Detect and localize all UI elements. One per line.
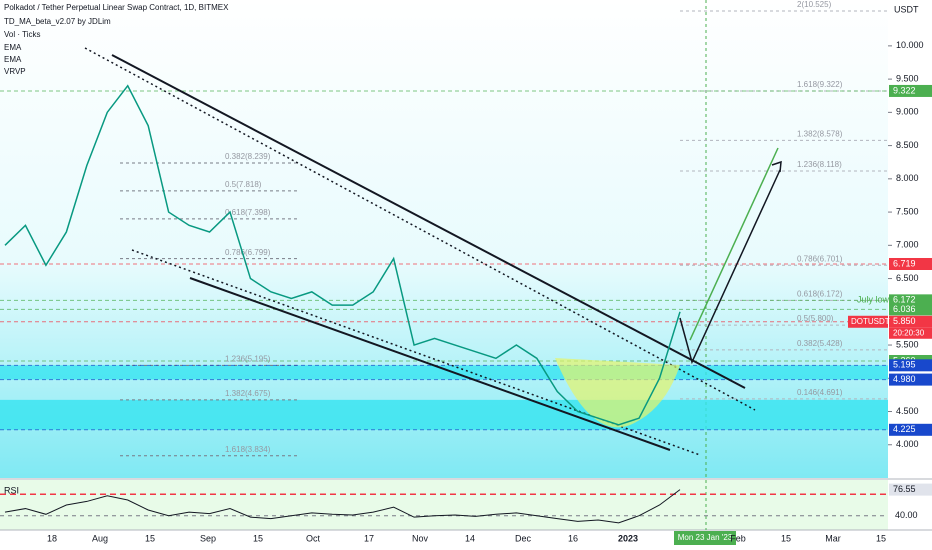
x-tick-label: Feb	[730, 533, 746, 543]
fib-label: 0.382(5.428)	[797, 339, 843, 348]
y-tick-label: 8.000	[896, 173, 919, 183]
rsi-title: RSI	[4, 485, 19, 495]
x-tick-label: 2023	[618, 533, 638, 543]
x-tick-label: Oct	[306, 533, 321, 543]
x-tick-label: Mar	[825, 533, 841, 543]
fib-label: 0.382(8.239)	[225, 152, 271, 161]
rsi-pane	[0, 480, 888, 530]
indicator: TD_MA_beta_v2.07 by JDLim	[4, 17, 111, 26]
cup-pattern	[555, 358, 680, 428]
x-tick-label: 14	[465, 533, 475, 543]
price-tag	[889, 303, 932, 316]
x-tick-label: 17	[364, 533, 374, 543]
y-tick-label: 9.000	[896, 107, 919, 117]
indicator: EMA	[4, 55, 22, 64]
price-tag-label: 9.322	[893, 85, 916, 95]
note: July low	[857, 294, 890, 304]
x-tick-label: Aug	[92, 533, 108, 543]
x-tick-label: 15	[253, 533, 263, 543]
x-tick-label: Sep	[200, 533, 216, 543]
y-tick-label: 4.000	[896, 439, 919, 449]
trendline	[131, 249, 701, 456]
currency: USDT	[894, 4, 919, 14]
y-tick-label: 7.000	[896, 240, 919, 250]
price-tag	[889, 359, 932, 372]
x-tick-label: Nov	[412, 533, 429, 543]
zone	[0, 399, 888, 430]
fib-label: 1.236(5.195)	[225, 354, 271, 363]
fib-label: 0.618(6.172)	[797, 289, 843, 298]
fib-label: 1.382(4.675)	[225, 389, 271, 398]
rsi-line	[4, 489, 681, 524]
cursor-date: Mon 23 Jan '23	[678, 533, 733, 542]
price-tag-label: 5.195	[893, 360, 916, 370]
x-tick-label: Dec	[515, 533, 532, 543]
fib-label: 2(10.525)	[797, 0, 832, 9]
price-tag-label: 4.225	[893, 424, 916, 434]
fib-label: 0.786(6.701)	[797, 254, 843, 263]
y-tick-label: 5.500	[896, 339, 919, 349]
trendline	[189, 277, 671, 451]
header-title: Polkadot / Tether Perpetual Linear Swap …	[4, 3, 229, 12]
price-tag-label: 4.980	[893, 374, 916, 384]
x-tick-label: 18	[47, 533, 57, 543]
fib-label: 0.786(6.799)	[225, 248, 271, 257]
projection-arrow	[689, 147, 779, 341]
symbol-tag	[848, 315, 888, 328]
zone	[0, 365, 888, 380]
fib-label: 1.618(9.322)	[797, 80, 843, 89]
x-tick-label: 15	[145, 533, 155, 543]
price-tag-label: 6.172	[893, 295, 916, 305]
y-tick-label: 9.500	[896, 73, 919, 83]
fib-label: 0.146(4.691)	[797, 388, 843, 397]
price-tag-label: 6.719	[893, 258, 916, 268]
fib-label: 0.5(5.800)	[797, 314, 834, 323]
price-tag	[889, 315, 932, 328]
fib-label: 0.5(7.818)	[225, 180, 262, 189]
fib-label: 1.618(3.834)	[225, 445, 271, 454]
x-tick-label: 16	[568, 533, 578, 543]
price-tag-label: 5.850	[893, 316, 916, 326]
fib-label: 1.382(8.578)	[797, 130, 843, 139]
price-tag	[889, 373, 932, 386]
symbol-label: DOTUSDT	[851, 317, 890, 326]
price-tag-label: 6.036	[893, 304, 916, 314]
x-tick-label: 15	[876, 533, 886, 543]
countdown: 20:20:30	[893, 328, 925, 337]
projection-arrow	[679, 169, 781, 365]
y-tick-label: 7.500	[896, 206, 919, 216]
price-tag	[889, 257, 932, 270]
arrow-head	[771, 160, 782, 173]
price-tag	[889, 294, 932, 307]
y-tick-label: 10.000	[896, 40, 924, 50]
rsi-value: 76.55	[893, 484, 916, 494]
price-tag	[889, 84, 932, 97]
y-tick-label: 6.500	[896, 273, 919, 283]
indicator: EMA	[4, 43, 22, 52]
price-tag	[889, 423, 932, 436]
trendline	[84, 47, 756, 411]
y-tick-label: 4.500	[896, 406, 919, 416]
indicator: Vol · Ticks	[4, 30, 40, 39]
price-line	[4, 84, 681, 426]
countdown-tag	[889, 327, 932, 339]
x-tick-label: 15	[781, 533, 791, 543]
indicator: VRVP	[4, 67, 26, 76]
fib-label: 1.236(8.118)	[797, 160, 842, 169]
rsi-tag	[889, 483, 932, 496]
y-tick-label: 8.500	[896, 140, 919, 150]
rsi-level-label: 40.00	[895, 510, 918, 520]
trendline	[111, 54, 746, 389]
cursor-tag	[674, 531, 736, 545]
fib-label: 0.618(7.398)	[225, 208, 271, 217]
